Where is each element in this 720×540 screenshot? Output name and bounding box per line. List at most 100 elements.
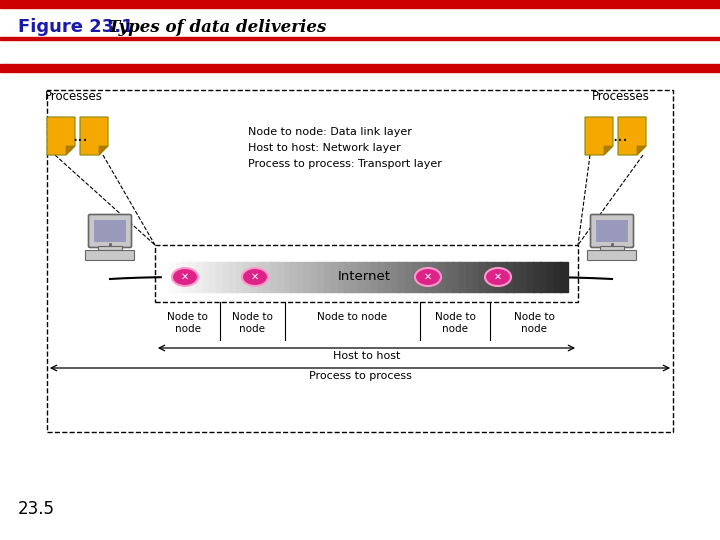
Bar	[216, 262, 223, 292]
Bar	[155, 245, 578, 302]
Bar	[500, 262, 507, 292]
Text: Process to process: Process to process	[309, 371, 411, 381]
Text: ✕: ✕	[424, 272, 432, 282]
Bar	[426, 262, 433, 292]
Bar	[162, 262, 169, 292]
Bar	[264, 262, 271, 292]
Bar	[0, 37, 720, 40]
Bar	[520, 262, 527, 292]
Bar	[202, 262, 210, 292]
Bar	[168, 262, 176, 292]
FancyBboxPatch shape	[588, 251, 636, 260]
Bar	[554, 262, 561, 292]
Bar	[338, 262, 345, 292]
Bar	[384, 262, 392, 292]
Bar	[324, 262, 331, 292]
Bar	[182, 262, 189, 292]
Bar	[230, 262, 237, 292]
Text: Node to node: Node to node	[318, 312, 387, 322]
Bar	[330, 262, 338, 292]
Bar	[534, 262, 541, 292]
Bar	[459, 262, 467, 292]
Bar	[372, 262, 379, 292]
Text: ✕: ✕	[494, 272, 502, 282]
Text: Host to host: Network layer: Host to host: Network layer	[248, 143, 401, 153]
Bar	[472, 262, 480, 292]
Bar	[480, 262, 487, 292]
FancyBboxPatch shape	[89, 214, 132, 247]
Bar	[243, 262, 251, 292]
Text: ...: ...	[72, 127, 88, 145]
Bar	[250, 262, 257, 292]
Ellipse shape	[415, 268, 441, 286]
Bar	[318, 262, 325, 292]
Ellipse shape	[242, 268, 268, 286]
Bar	[344, 262, 351, 292]
Text: Node to
node: Node to node	[232, 312, 273, 334]
Bar	[310, 262, 318, 292]
Bar	[405, 262, 413, 292]
Bar	[358, 262, 365, 292]
Bar	[492, 262, 500, 292]
Bar	[0, 0, 720, 8]
Bar	[189, 262, 197, 292]
Ellipse shape	[485, 268, 511, 286]
Text: Processes: Processes	[592, 90, 650, 103]
Bar	[526, 262, 534, 292]
Polygon shape	[99, 146, 108, 155]
Bar	[276, 262, 284, 292]
Bar	[98, 246, 122, 251]
Bar	[0, 64, 720, 72]
Text: Host to host: Host to host	[333, 351, 400, 361]
Bar	[256, 262, 264, 292]
Polygon shape	[637, 146, 646, 155]
Text: Internet: Internet	[338, 271, 391, 284]
Text: Node to
node: Node to node	[167, 312, 208, 334]
Polygon shape	[618, 117, 646, 155]
Bar	[540, 262, 547, 292]
Bar	[176, 262, 183, 292]
Bar	[452, 262, 459, 292]
Text: ✕: ✕	[251, 272, 259, 282]
Bar	[196, 262, 203, 292]
Text: 23.5: 23.5	[18, 500, 55, 518]
Bar	[378, 262, 385, 292]
Bar	[506, 262, 513, 292]
Text: Node to
node: Node to node	[435, 312, 475, 334]
Bar	[418, 262, 426, 292]
Bar	[210, 262, 217, 292]
Text: Types of data deliveries: Types of data deliveries	[108, 18, 326, 36]
Bar	[351, 262, 359, 292]
FancyBboxPatch shape	[590, 214, 634, 247]
Bar	[438, 262, 446, 292]
Bar	[596, 220, 628, 242]
Bar	[304, 262, 311, 292]
Bar	[466, 262, 473, 292]
Bar	[270, 262, 277, 292]
Bar	[364, 262, 372, 292]
Text: Figure 23.1: Figure 23.1	[18, 18, 134, 36]
Text: ...: ...	[612, 127, 628, 145]
Text: Processes: Processes	[45, 90, 103, 103]
Polygon shape	[66, 146, 75, 155]
Polygon shape	[80, 117, 108, 155]
Ellipse shape	[172, 268, 198, 286]
Bar	[486, 262, 493, 292]
Bar	[446, 262, 453, 292]
Text: Node to node: Data link layer: Node to node: Data link layer	[248, 127, 412, 137]
Polygon shape	[47, 117, 75, 155]
Bar	[297, 262, 305, 292]
Bar	[284, 262, 291, 292]
Polygon shape	[585, 117, 613, 155]
Bar	[392, 262, 399, 292]
Text: Node to
node: Node to node	[513, 312, 554, 334]
Bar	[398, 262, 405, 292]
Bar	[412, 262, 419, 292]
Bar	[222, 262, 230, 292]
Text: ✕: ✕	[181, 272, 189, 282]
Bar	[600, 246, 624, 251]
Bar	[432, 262, 439, 292]
Bar	[546, 262, 554, 292]
Bar	[47, 90, 673, 432]
Bar	[560, 262, 567, 292]
